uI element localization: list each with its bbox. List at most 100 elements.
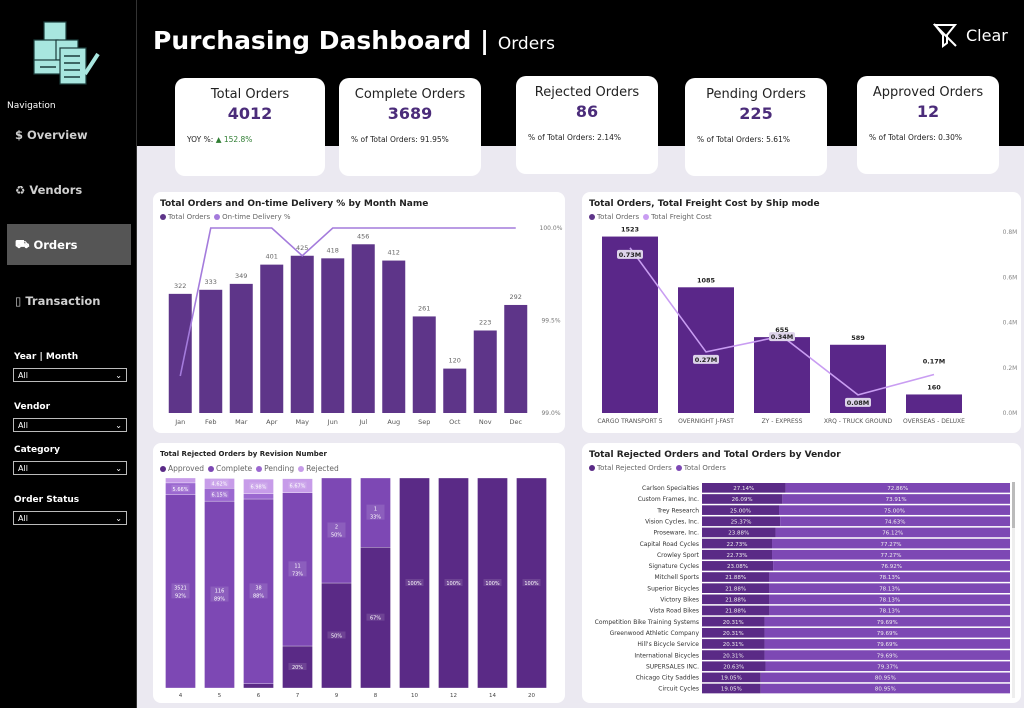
bar-total[interactable]: [765, 661, 1010, 672]
bar-rejected[interactable]: [702, 483, 786, 493]
bar-total[interactable]: [769, 583, 1010, 593]
bar-mar[interactable]: [229, 283, 253, 413]
y2-tick-label: 0.2M: [1003, 365, 1018, 372]
segment-complete[interactable]: [243, 498, 274, 684]
bar-rejected[interactable]: [702, 616, 765, 627]
legend-item[interactable]: On-time Delivery %: [214, 213, 291, 221]
segment-approved[interactable]: [243, 683, 274, 689]
bar-rejected[interactable]: [702, 494, 783, 504]
bar-total[interactable]: [760, 683, 1010, 694]
segment-approved[interactable]: [321, 582, 352, 689]
bar-nov[interactable]: [473, 330, 497, 413]
segment-rejected[interactable]: [204, 478, 235, 489]
bar-total[interactable]: [769, 594, 1010, 605]
bar-may[interactable]: [290, 255, 314, 413]
bar-rejected[interactable]: [702, 683, 761, 694]
bar-rejected[interactable]: [702, 572, 770, 582]
segment-complete[interactable]: [204, 500, 235, 689]
segment-rejected[interactable]: [165, 477, 196, 484]
bar-shipmode[interactable]: [678, 287, 734, 413]
segment-approved[interactable]: [516, 477, 547, 689]
bar-rejected[interactable]: [702, 594, 770, 605]
bar-oct[interactable]: [443, 368, 467, 413]
segment-approved[interactable]: [477, 477, 508, 689]
filter-dropdown-vendor[interactable]: All ⌄: [13, 418, 127, 432]
segment-approved[interactable]: [399, 477, 430, 689]
x-tick-label: Jan: [174, 418, 185, 426]
bar-total[interactable]: [769, 572, 1010, 582]
y-tick-label: International Bicycles: [634, 652, 699, 659]
clear-filters-button[interactable]: Clear: [932, 22, 1008, 48]
y-tick-label: Crowley Sport: [657, 552, 700, 559]
legend-item[interactable]: Total Orders: [160, 213, 210, 221]
segment-complete[interactable]: [165, 494, 196, 689]
legend-item[interactable]: Approved: [160, 464, 204, 473]
bar-total[interactable]: [772, 538, 1010, 549]
bar-total[interactable]: [773, 561, 1010, 571]
bar-total[interactable]: [780, 516, 1010, 527]
bar-total[interactable]: [764, 639, 1010, 649]
bar-total[interactable]: [775, 527, 1010, 538]
bar-apr[interactable]: [260, 264, 284, 413]
bar-rejected[interactable]: [702, 583, 770, 593]
bar-jan[interactable]: [168, 293, 192, 413]
nav-item-orders[interactable]: ⛟ Orders: [7, 224, 131, 265]
bar-total[interactable]: [760, 672, 1010, 683]
legend-item[interactable]: Complete: [207, 464, 252, 473]
bar-aug[interactable]: [382, 260, 406, 413]
nav-item-vendors[interactable]: ♻ Vendors: [7, 169, 131, 210]
segment-complete[interactable]: [282, 492, 313, 647]
bar-rejected[interactable]: [702, 650, 765, 660]
filter-dropdown-order-status[interactable]: All ⌄: [13, 511, 127, 525]
bar-shipmode[interactable]: [754, 337, 810, 413]
bar-total[interactable]: [769, 605, 1010, 616]
filter-label: Year | Month: [14, 352, 79, 362]
bar-dec[interactable]: [504, 304, 528, 413]
filter-dropdown-category[interactable]: All ⌄: [13, 461, 127, 475]
bar-total[interactable]: [772, 549, 1010, 560]
bar-rejected[interactable]: [702, 627, 765, 638]
on-time-delivery-line[interactable]: [179, 227, 516, 377]
bar-total[interactable]: [785, 483, 1010, 493]
bar-rejected[interactable]: [702, 672, 761, 683]
legend-item[interactable]: Rejected: [298, 464, 339, 473]
bar-total[interactable]: [764, 650, 1010, 660]
bar-rejected[interactable]: [702, 639, 765, 649]
segment-pending[interactable]: [243, 493, 274, 500]
data-label: 78.13%: [879, 609, 900, 615]
bar-rejected[interactable]: [702, 527, 776, 538]
scrollbar-thumb[interactable]: [1012, 482, 1015, 528]
bar-rejected[interactable]: [702, 561, 774, 571]
bar-total[interactable]: [764, 616, 1010, 627]
kpi-sub-label: YOY %:: [187, 135, 214, 144]
legend-item[interactable]: Total Orders: [589, 213, 639, 221]
bar-total[interactable]: [782, 494, 1010, 504]
bar-sep[interactable]: [412, 316, 436, 413]
bar-rejected[interactable]: [702, 549, 773, 560]
bar-rejected[interactable]: [702, 605, 770, 616]
bar-feb[interactable]: [199, 289, 223, 413]
bar-rejected[interactable]: [702, 505, 779, 515]
scrollbar-track[interactable]: [1012, 482, 1015, 698]
legend-item[interactable]: Total Rejected Orders: [589, 464, 672, 472]
bar-shipmode[interactable]: [906, 394, 962, 413]
bar-rejected[interactable]: [702, 661, 766, 672]
bar-rejected[interactable]: [702, 538, 773, 549]
segment-complete[interactable]: [321, 477, 352, 584]
bar-jun[interactable]: [321, 258, 345, 413]
filter-dropdown-year-month[interactable]: All ⌄: [13, 368, 127, 382]
segment-complete[interactable]: [360, 477, 391, 548]
bar-shipmode[interactable]: [602, 236, 658, 413]
segment-approved[interactable]: [438, 477, 469, 689]
segment-rejected[interactable]: [282, 478, 313, 493]
bar-rejected[interactable]: [702, 516, 781, 527]
legend-item[interactable]: Total Orders: [675, 464, 726, 472]
bar-total[interactable]: [779, 505, 1010, 515]
bar-jul[interactable]: [351, 244, 375, 413]
bar-total[interactable]: [764, 627, 1010, 638]
segment-rejected[interactable]: [243, 478, 274, 494]
legend-item[interactable]: Total Freight Cost: [643, 213, 712, 221]
legend-item[interactable]: Pending: [256, 464, 294, 473]
nav-item-transaction[interactable]: ▯ Transaction: [7, 280, 131, 321]
nav-item-overview[interactable]: $ Overview: [7, 114, 131, 155]
